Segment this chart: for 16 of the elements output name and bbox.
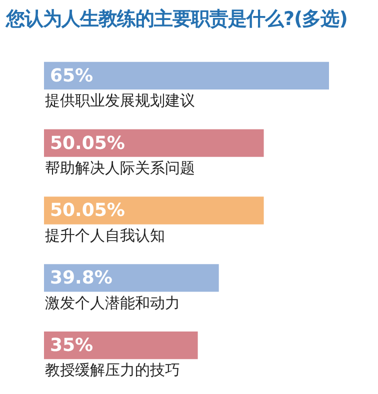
y-tick-label: 提供职业发展规划建议 [45, 92, 195, 110]
chart-title: 您认为人生教练的主要职责是什么?(多选) [6, 7, 348, 32]
data-label: 39.8% [50, 268, 112, 289]
bar [44, 331, 198, 360]
data-label: 50.05% [50, 132, 125, 154]
y-tick-label: 教授缓解压力的技巧 [45, 361, 180, 380]
bar [44, 196, 264, 224]
y-tick-label: 提升个人自我认知 [45, 226, 165, 244]
data-label: 50.05% [50, 200, 125, 222]
y-tick-label: 激发个人潜能和动力 [45, 294, 180, 312]
bar [44, 264, 219, 292]
y-tick-label: 帮助解决人际关系问题 [45, 158, 195, 177]
data-label: 65% [50, 65, 94, 86]
bar [44, 62, 329, 90]
bar [44, 129, 264, 157]
data-label: 35% [50, 334, 94, 356]
